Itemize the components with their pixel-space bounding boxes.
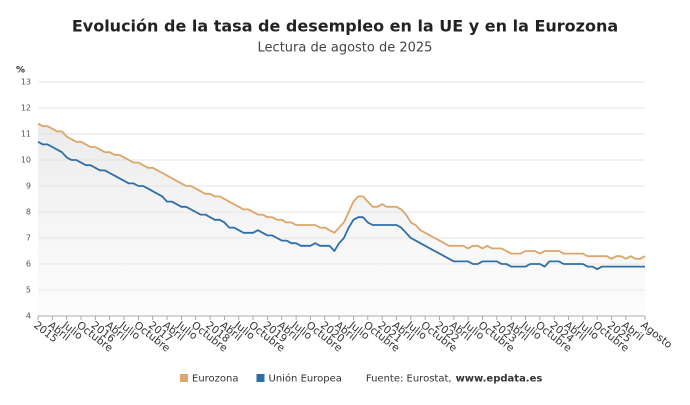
y-tick-label: 8: [26, 208, 31, 217]
y-tick-label: 12: [21, 104, 31, 113]
legend: Eurozona Unión Europea Fuente: Eurostat, ww…: [180, 373, 542, 385]
y-tick-label: 4: [26, 312, 31, 321]
series-line: [37, 122, 646, 260]
plot: [37, 122, 646, 317]
y-tick-label: 10: [21, 156, 31, 165]
x-axis: 2015AbrilJulioOctubre2016AbrilJulioOctub…: [31, 316, 674, 355]
legend-swatch: [180, 374, 188, 382]
source-url: www.epdata.es: [456, 374, 543, 385]
y-tick-label: 13: [21, 78, 31, 87]
chart-title: Evolución de la tasa de desempleo en la …: [72, 17, 618, 36]
legend-swatch: [256, 374, 265, 382]
legend-label: Eurozona: [192, 374, 239, 385]
y-tick-label: 6: [26, 260, 31, 269]
legend-label: Unión Europea: [269, 373, 342, 385]
y-axis-label: %: [16, 66, 25, 76]
series-line: [37, 141, 645, 271]
y-tick-label: 5: [26, 286, 31, 295]
y-tick-label: 11: [21, 130, 31, 139]
chart-subtitle: Lectura de agosto de 2025: [258, 41, 433, 56]
y-tick-label: 7: [26, 234, 31, 243]
area-fill: [38, 123, 645, 316]
source-label: Fuente: Eurostat,: [366, 374, 452, 385]
y-tick-label: 9: [26, 182, 31, 191]
